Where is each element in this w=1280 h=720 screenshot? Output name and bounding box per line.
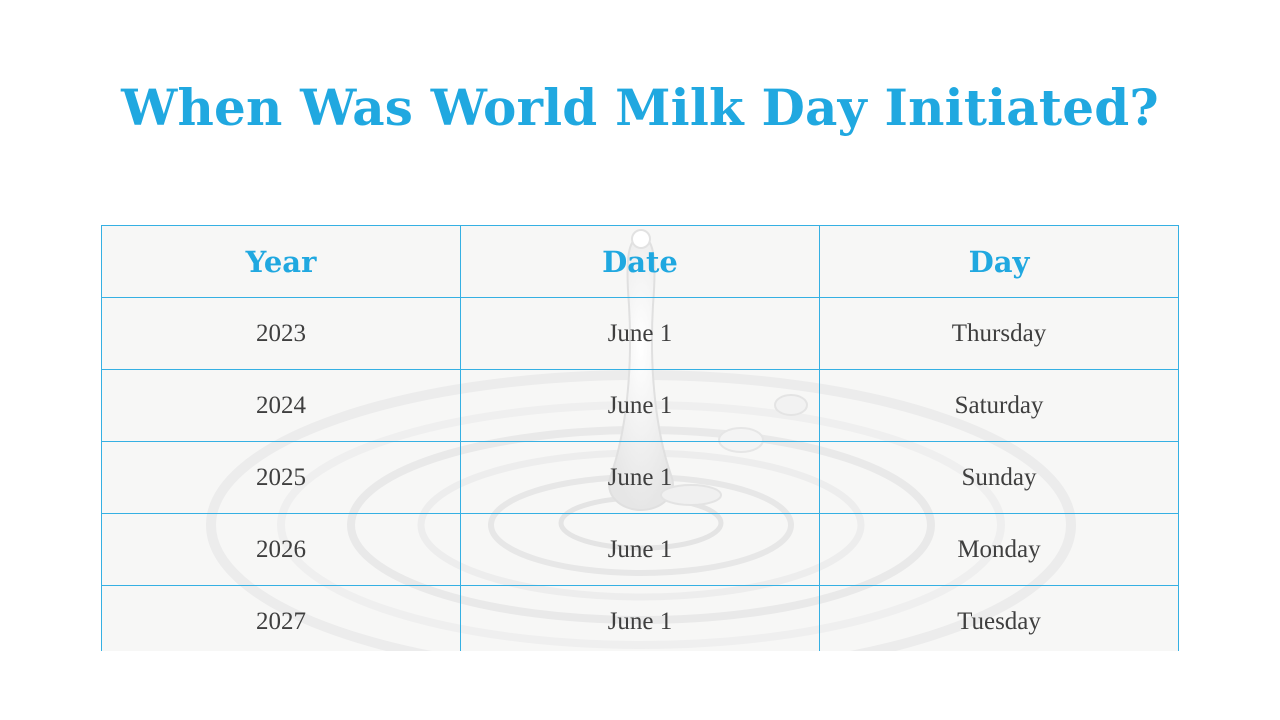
cell-date: June 1 <box>460 369 820 442</box>
cell-day: Sunday <box>819 441 1179 514</box>
header-date: Date <box>460 225 820 298</box>
cell-year: 2025 <box>101 441 461 514</box>
cell-date: June 1 <box>460 441 820 514</box>
cell-date: June 1 <box>460 585 820 651</box>
cell-year: 2023 <box>101 297 461 370</box>
table-row: 2025 June 1 Sunday <box>101 441 1179 514</box>
table-header-row: Year Date Day <box>101 225 1179 298</box>
header-day: Day <box>819 225 1179 298</box>
table-row: 2023 June 1 Thursday <box>101 297 1179 370</box>
cell-year: 2026 <box>101 513 461 586</box>
table-row: 2026 June 1 Monday <box>101 513 1179 586</box>
table-row: 2024 June 1 Saturday <box>101 369 1179 442</box>
cell-day: Saturday <box>819 369 1179 442</box>
cell-year: 2027 <box>101 585 461 651</box>
cell-date: June 1 <box>460 297 820 370</box>
header-year: Year <box>101 225 461 298</box>
cell-day: Tuesday <box>819 585 1179 651</box>
world-milk-day-table: Year Date Day 2023 June 1 Thursday 2024 … <box>101 225 1179 651</box>
slide-title: When Was World Milk Day Initiated? <box>121 78 1159 137</box>
cell-day: Monday <box>819 513 1179 586</box>
cell-year: 2024 <box>101 369 461 442</box>
cell-day: Thursday <box>819 297 1179 370</box>
table-row: 2027 June 1 Tuesday <box>101 585 1179 651</box>
table-container: Year Date Day 2023 June 1 Thursday 2024 … <box>101 225 1179 651</box>
cell-date: June 1 <box>460 513 820 586</box>
